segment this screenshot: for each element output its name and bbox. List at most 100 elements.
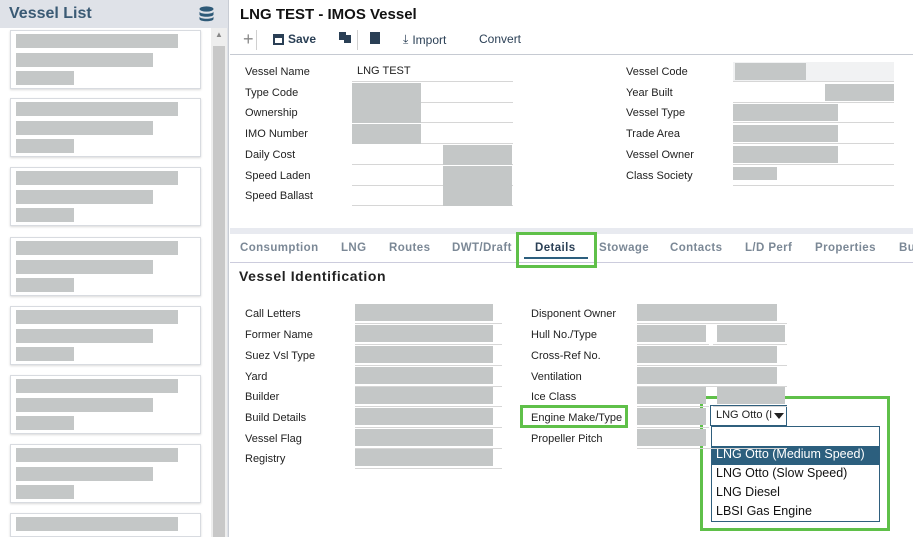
redacted-value	[733, 125, 838, 142]
tab-routes[interactable]: Routes	[389, 242, 431, 254]
field-label: Daily Cost	[245, 149, 296, 161]
save-button[interactable]: Save	[273, 32, 316, 46]
vessel-card[interactable]	[10, 30, 201, 89]
field-input[interactable]	[713, 387, 787, 407]
database-icon[interactable]	[199, 6, 214, 22]
delete-button[interactable]	[370, 32, 380, 44]
field-input[interactable]	[733, 124, 894, 144]
vessel-name-value: LNG TEST	[357, 65, 411, 77]
field-label: Vessel Owner	[626, 149, 694, 161]
field-input[interactable]	[733, 103, 894, 123]
divider	[230, 262, 913, 263]
field-input[interactable]	[355, 408, 502, 428]
redacted-value	[443, 166, 512, 186]
field-input[interactable]	[352, 124, 513, 144]
field-input[interactable]	[355, 387, 502, 407]
redacted-text	[16, 53, 153, 67]
tab-details[interactable]: Details	[535, 242, 576, 254]
field-label: Yard	[245, 371, 268, 383]
redacted-value	[637, 304, 777, 321]
redacted-value	[717, 387, 785, 404]
field-label: Vessel Flag	[245, 433, 302, 445]
tab-stowage[interactable]: Stowage	[599, 242, 650, 254]
field-input[interactable]	[637, 367, 787, 387]
field-input[interactable]	[355, 346, 502, 366]
field-input[interactable]	[352, 62, 513, 82]
tab-ldperf[interactable]: L/D Perf	[745, 242, 793, 254]
field-input[interactable]	[355, 367, 502, 387]
save-icon	[273, 33, 284, 45]
field-label: Class Society	[626, 170, 693, 182]
section-title: Vessel Identification	[239, 268, 387, 284]
redacted-value	[352, 83, 421, 103]
dropdown-option[interactable]: LNG Otto (Slow Speed)	[716, 466, 848, 480]
scrollbar-thumb[interactable]	[213, 46, 225, 537]
field-input[interactable]	[637, 304, 787, 324]
vessel-card[interactable]	[10, 98, 201, 157]
field-input[interactable]	[352, 83, 513, 103]
field-input[interactable]	[713, 325, 787, 345]
field-label: Builder	[245, 391, 280, 403]
redacted-text	[16, 208, 74, 222]
redacted-value	[735, 63, 806, 80]
field-input[interactable]	[637, 346, 787, 366]
download-icon: ⤓	[403, 32, 409, 46]
field-input[interactable]	[637, 325, 709, 345]
field-label: Vessel Type	[626, 107, 686, 119]
import-label: Import	[412, 32, 447, 47]
field-label: Suez Vsl Type	[245, 350, 316, 362]
redacted-value	[352, 103, 421, 123]
engine-make-type-select[interactable]: LNG Otto (I	[710, 405, 787, 426]
copy-icon	[339, 32, 351, 43]
dropdown-option[interactable]: LBSI Gas Engine	[716, 504, 812, 518]
import-button[interactable]: ⤓ Import	[403, 32, 446, 47]
redacted-value	[355, 367, 493, 384]
page-title: LNG TEST - IMOS Vessel	[240, 6, 417, 23]
scroll-up-arrow-icon[interactable]: ▲	[215, 30, 223, 39]
field-input[interactable]	[355, 449, 502, 469]
redacted-value	[443, 145, 512, 165]
vessel-card[interactable]	[10, 167, 201, 226]
redacted-text	[16, 260, 153, 274]
tab-properties[interactable]: Properties	[815, 242, 876, 254]
highlight-box	[516, 232, 597, 268]
tab-consumption[interactable]: Consumption	[240, 242, 319, 254]
field-input[interactable]	[352, 103, 513, 123]
divider	[230, 228, 913, 234]
vessel-card[interactable]	[10, 513, 201, 537]
redacted-value	[352, 124, 421, 144]
tab-lng[interactable]: LNG	[341, 242, 367, 254]
field-input[interactable]	[733, 145, 894, 165]
redacted-text	[16, 448, 178, 462]
field-input[interactable]	[637, 408, 709, 428]
tab-bu[interactable]: Bu	[899, 242, 913, 254]
field-label: Year Built	[626, 87, 673, 99]
vessel-list	[0, 28, 211, 537]
field-input[interactable]	[352, 145, 513, 165]
field-label: Build Details	[245, 412, 307, 424]
field-input[interactable]	[733, 83, 894, 103]
dropdown-option[interactable]: LNG Diesel	[716, 485, 780, 499]
redacted-text	[16, 310, 178, 324]
add-button[interactable]: +	[243, 29, 254, 49]
tab-dwtdraft[interactable]: DWT/Draft	[452, 242, 512, 254]
vessel-card[interactable]	[10, 375, 201, 434]
field-input[interactable]	[355, 429, 502, 449]
field-input[interactable]	[352, 166, 513, 186]
redacted-text	[16, 71, 74, 85]
tab-contacts[interactable]: Contacts	[670, 242, 723, 254]
vessel-card[interactable]	[10, 237, 201, 296]
field-input[interactable]	[352, 186, 513, 206]
dropdown-option[interactable]: LNG Otto (Medium Speed)	[712, 446, 879, 465]
field-input[interactable]	[637, 429, 787, 449]
field-input[interactable]	[637, 387, 709, 407]
copy-button[interactable]	[339, 32, 351, 43]
redacted-text	[16, 139, 74, 153]
convert-button[interactable]: Convert	[479, 32, 522, 46]
vessel-card[interactable]	[10, 444, 201, 503]
field-input[interactable]	[355, 304, 502, 324]
vessel-card[interactable]	[10, 306, 201, 365]
field-input[interactable]	[355, 325, 502, 345]
highlight-box	[700, 396, 890, 531]
field-input[interactable]	[733, 166, 894, 186]
